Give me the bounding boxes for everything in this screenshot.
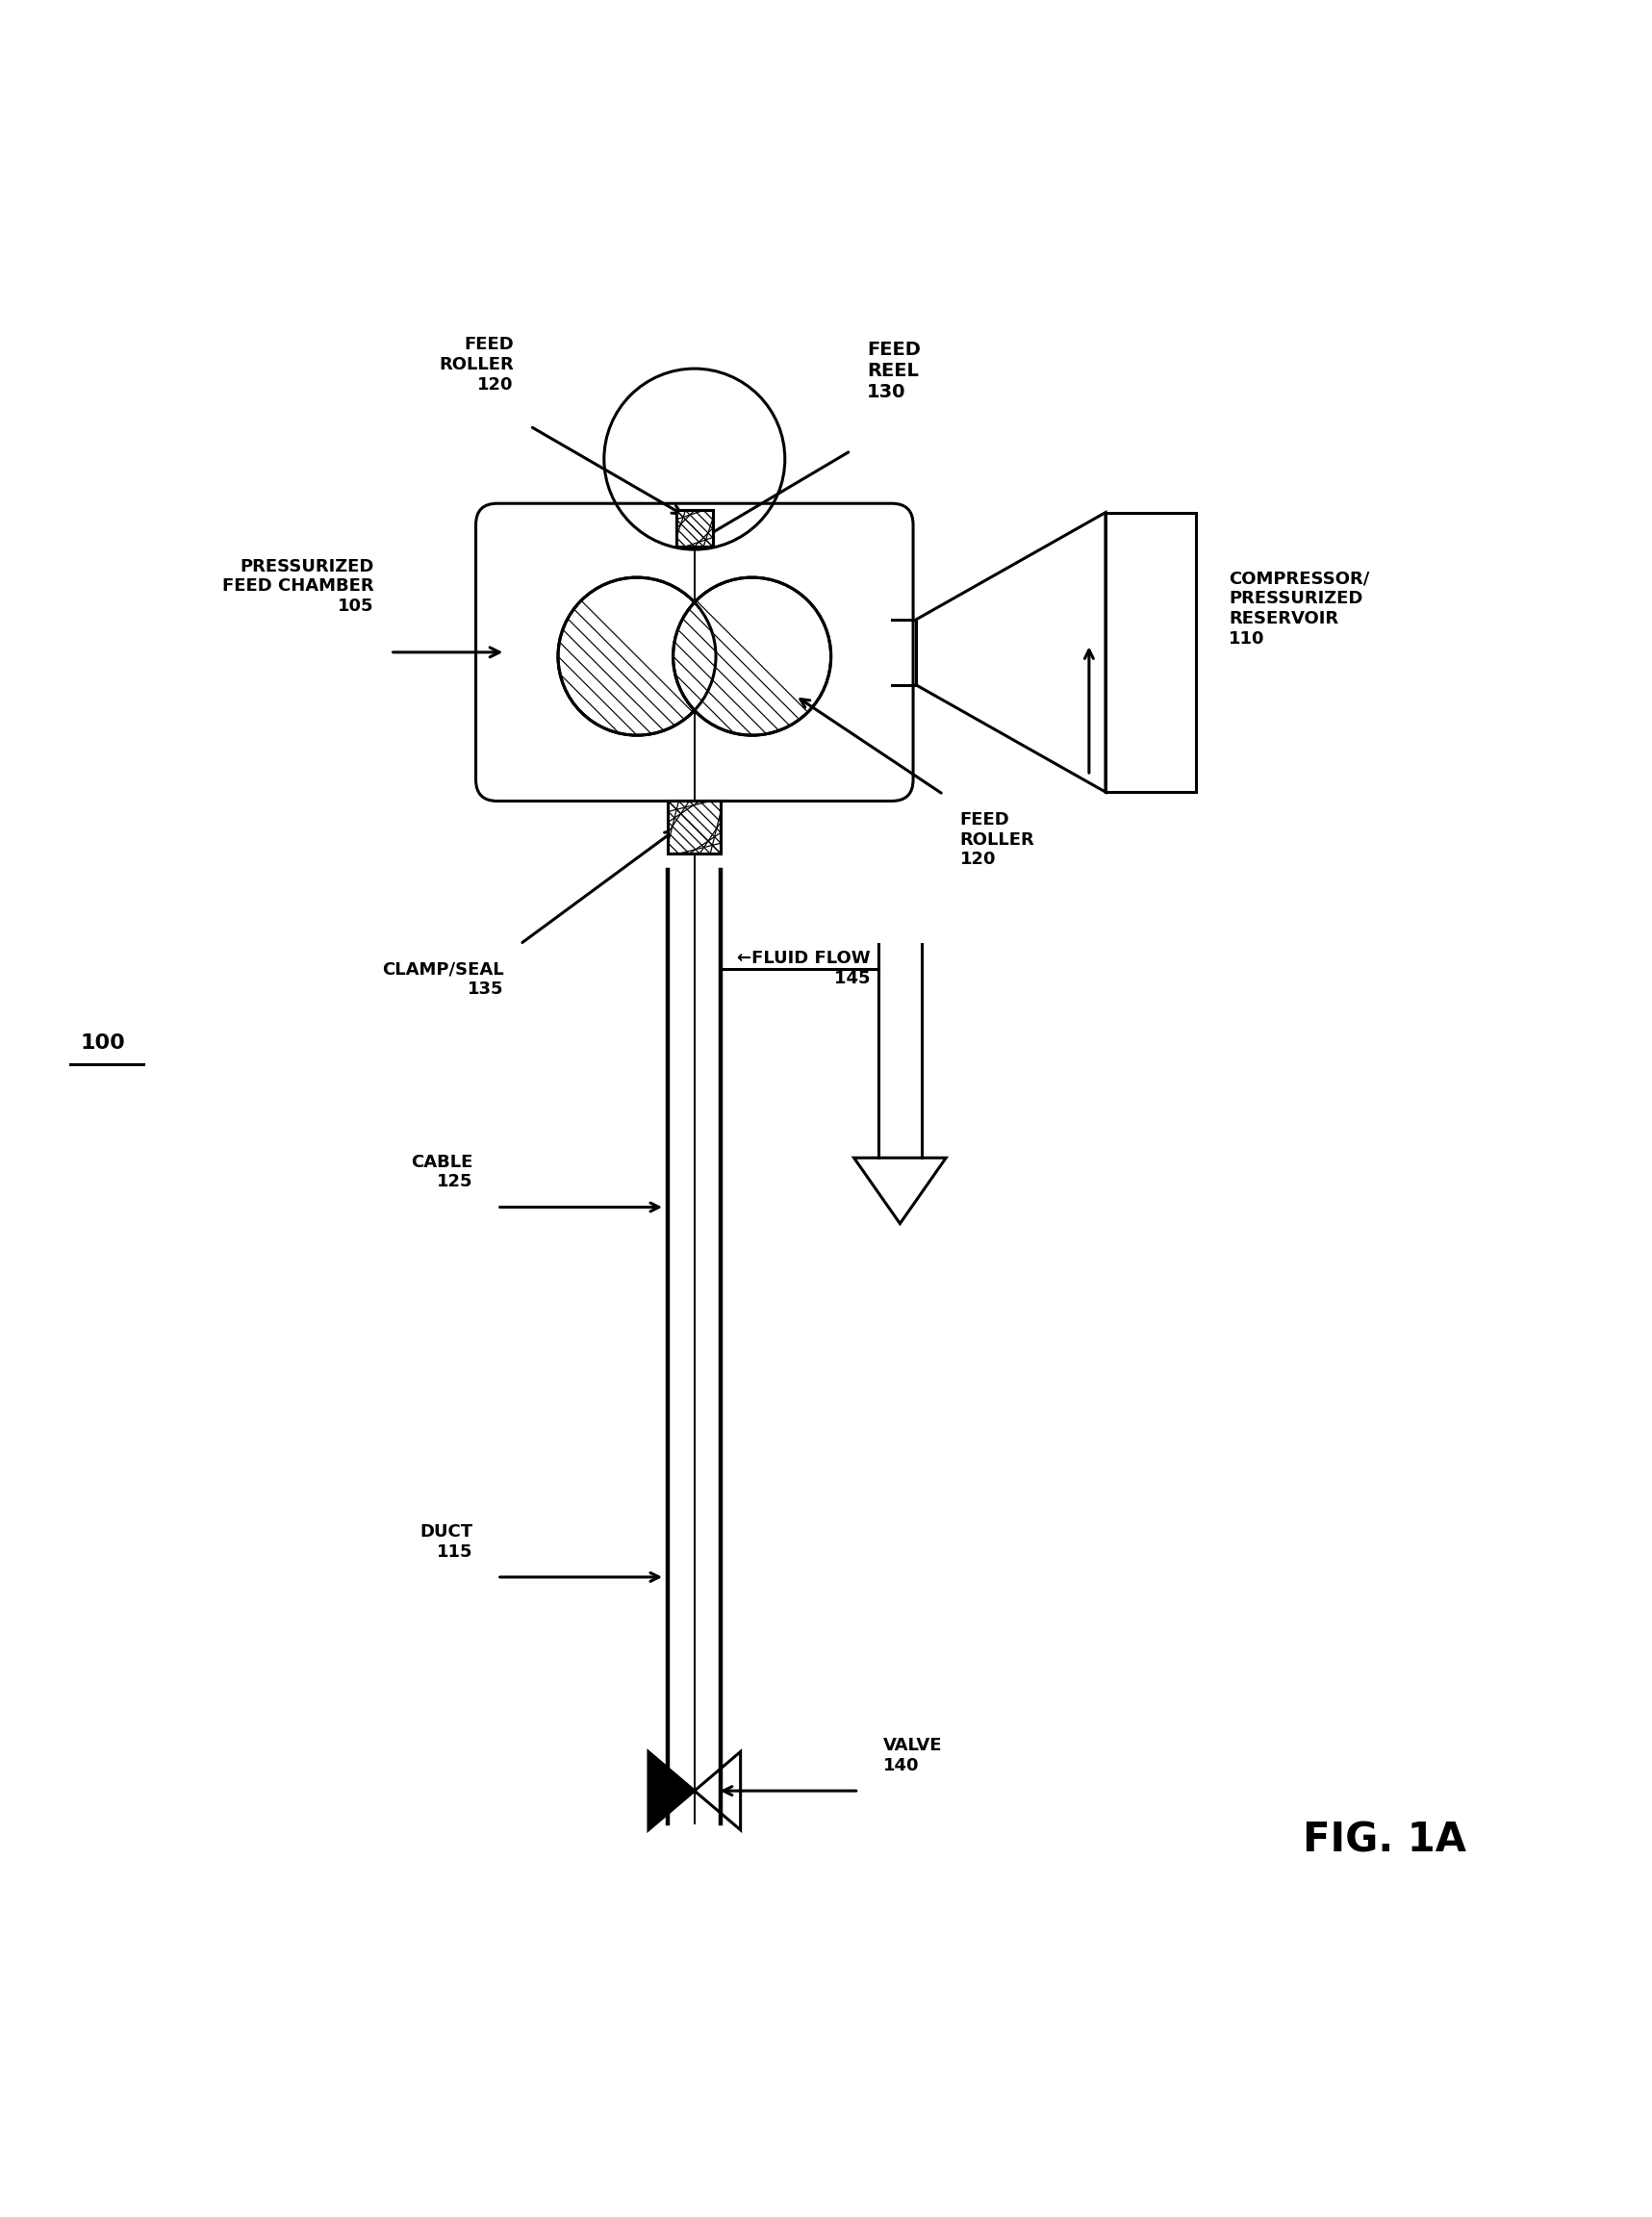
Text: FEED
ROLLER
120: FEED ROLLER 120: [960, 811, 1034, 869]
Text: COMPRESSOR/
PRESSURIZED
RESERVOIR
110: COMPRESSOR/ PRESSURIZED RESERVOIR 110: [1229, 570, 1370, 647]
Text: FIG. 1A: FIG. 1A: [1303, 1820, 1467, 1860]
Text: 100: 100: [81, 1033, 126, 1053]
Text: VALVE
140: VALVE 140: [884, 1738, 943, 1774]
Bar: [676, 510, 712, 548]
Circle shape: [672, 576, 831, 736]
Bar: [667, 800, 720, 854]
Text: PRESSURIZED
FEED CHAMBER
105: PRESSURIZED FEED CHAMBER 105: [223, 559, 373, 614]
Bar: [1105, 512, 1196, 791]
Circle shape: [558, 576, 715, 736]
Text: CLAMP/SEAL
135: CLAMP/SEAL 135: [382, 960, 504, 998]
Text: FEED
REEL
130: FEED REEL 130: [867, 341, 920, 401]
Bar: [667, 800, 720, 854]
Bar: [676, 510, 712, 548]
Text: FEED
ROLLER
120: FEED ROLLER 120: [439, 337, 514, 392]
Polygon shape: [649, 1751, 694, 1829]
Text: ←FLUID FLOW
            145: ←FLUID FLOW 145: [737, 951, 871, 987]
Text: DUCT
115: DUCT 115: [420, 1523, 472, 1561]
Text: CABLE
125: CABLE 125: [411, 1153, 472, 1191]
